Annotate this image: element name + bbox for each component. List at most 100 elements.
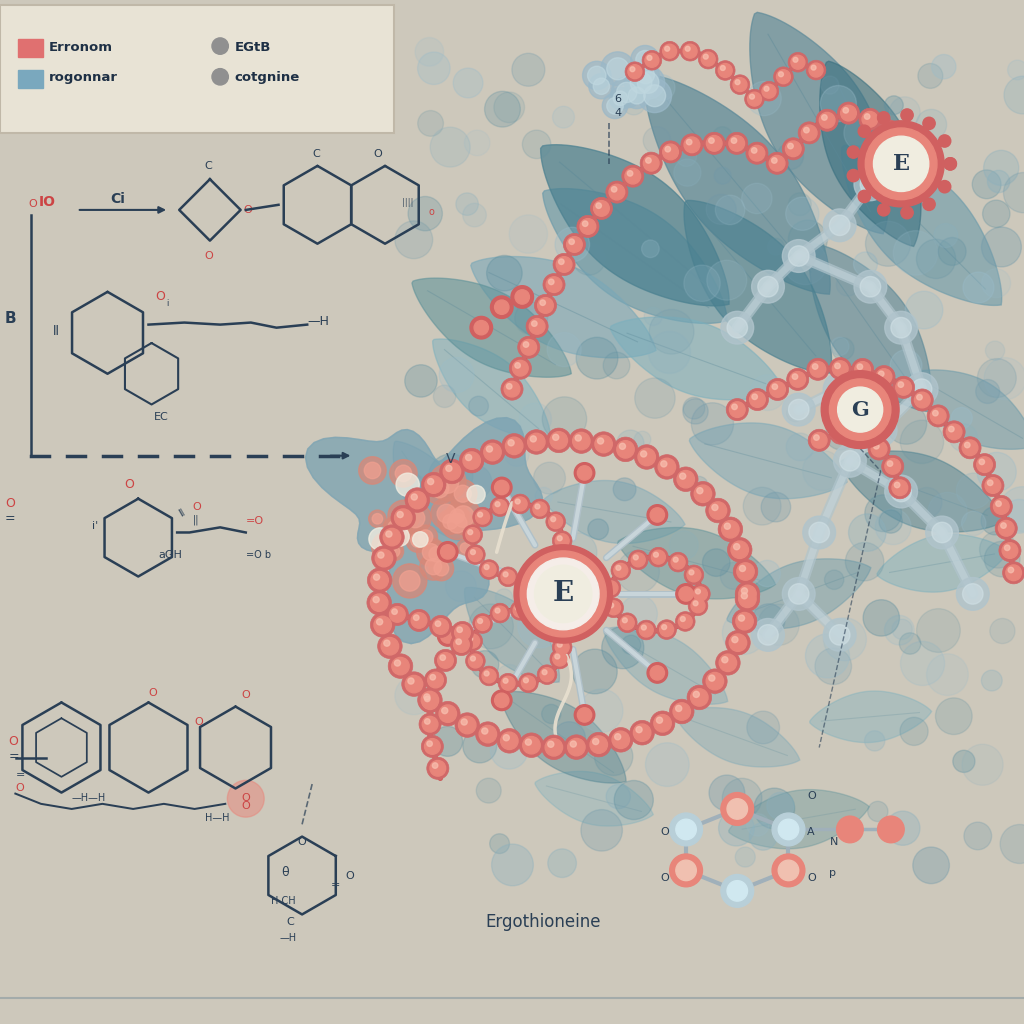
Circle shape [956, 578, 989, 610]
Circle shape [783, 242, 827, 285]
Circle shape [456, 193, 478, 215]
Circle shape [558, 259, 564, 264]
Circle shape [889, 477, 911, 499]
Circle shape [791, 55, 805, 70]
Circle shape [733, 544, 739, 550]
Circle shape [750, 822, 777, 850]
Circle shape [515, 290, 529, 304]
Circle shape [681, 134, 703, 156]
Circle shape [501, 732, 518, 750]
Circle shape [890, 350, 922, 382]
Text: O: O [195, 717, 204, 727]
Circle shape [515, 605, 520, 610]
Circle shape [591, 432, 615, 457]
Circle shape [829, 357, 851, 380]
Circle shape [474, 321, 488, 335]
Polygon shape [689, 423, 847, 499]
Circle shape [847, 169, 859, 181]
Circle shape [893, 230, 938, 275]
Circle shape [744, 89, 764, 109]
Circle shape [976, 380, 999, 403]
Circle shape [693, 587, 708, 601]
Circle shape [620, 443, 626, 450]
Circle shape [441, 507, 473, 540]
Circle shape [916, 608, 961, 652]
Circle shape [434, 561, 449, 575]
Circle shape [638, 449, 655, 466]
Circle shape [486, 445, 493, 452]
Text: rogonnar: rogonnar [49, 72, 118, 84]
Circle shape [691, 599, 705, 612]
Circle shape [687, 685, 712, 710]
Circle shape [669, 552, 688, 572]
Circle shape [785, 197, 819, 230]
Text: O: O [148, 688, 158, 698]
Circle shape [457, 540, 474, 557]
Text: IO: IO [39, 195, 56, 209]
Circle shape [518, 604, 562, 648]
Circle shape [722, 656, 728, 663]
Circle shape [590, 736, 607, 754]
Circle shape [536, 487, 552, 505]
Circle shape [401, 672, 426, 696]
Circle shape [470, 656, 475, 662]
Circle shape [645, 742, 689, 786]
Circle shape [870, 420, 891, 440]
Circle shape [521, 569, 536, 584]
Circle shape [674, 159, 701, 186]
Circle shape [386, 603, 409, 626]
Circle shape [735, 582, 760, 606]
Circle shape [713, 127, 732, 146]
Polygon shape [501, 691, 626, 783]
Circle shape [616, 550, 659, 593]
Circle shape [413, 531, 428, 547]
Circle shape [812, 364, 818, 370]
Circle shape [616, 440, 634, 458]
Circle shape [436, 471, 459, 494]
Circle shape [690, 584, 711, 604]
Circle shape [709, 675, 715, 681]
Circle shape [523, 678, 528, 683]
Circle shape [901, 109, 913, 121]
Circle shape [663, 44, 677, 58]
Circle shape [519, 403, 552, 435]
Circle shape [656, 717, 663, 723]
Text: =: = [8, 750, 18, 763]
Circle shape [411, 532, 425, 548]
Circle shape [690, 481, 715, 506]
Circle shape [440, 629, 455, 643]
Circle shape [939, 135, 951, 147]
Circle shape [665, 46, 670, 51]
Circle shape [881, 123, 896, 138]
Circle shape [572, 432, 590, 450]
Circle shape [611, 560, 631, 581]
Circle shape [469, 604, 513, 649]
Circle shape [771, 158, 777, 163]
Circle shape [466, 527, 479, 542]
Text: ll: ll [53, 325, 60, 338]
Circle shape [455, 485, 471, 502]
Text: E: E [553, 581, 573, 607]
Circle shape [583, 221, 588, 226]
Circle shape [390, 527, 410, 546]
Circle shape [878, 816, 904, 843]
Circle shape [427, 757, 449, 779]
Circle shape [634, 724, 651, 741]
Circle shape [454, 637, 469, 652]
Circle shape [535, 294, 556, 316]
Circle shape [510, 495, 530, 514]
Circle shape [495, 608, 500, 613]
Circle shape [914, 392, 930, 408]
Text: H CH: H CH [271, 896, 296, 906]
Circle shape [630, 67, 635, 72]
Circle shape [720, 66, 725, 71]
Circle shape [549, 601, 571, 625]
Circle shape [673, 702, 690, 720]
Circle shape [466, 651, 485, 671]
Circle shape [746, 388, 768, 411]
Text: O: O [242, 690, 251, 700]
Circle shape [688, 596, 708, 615]
Text: O: O [8, 735, 18, 749]
Circle shape [495, 502, 500, 507]
Circle shape [865, 128, 937, 200]
